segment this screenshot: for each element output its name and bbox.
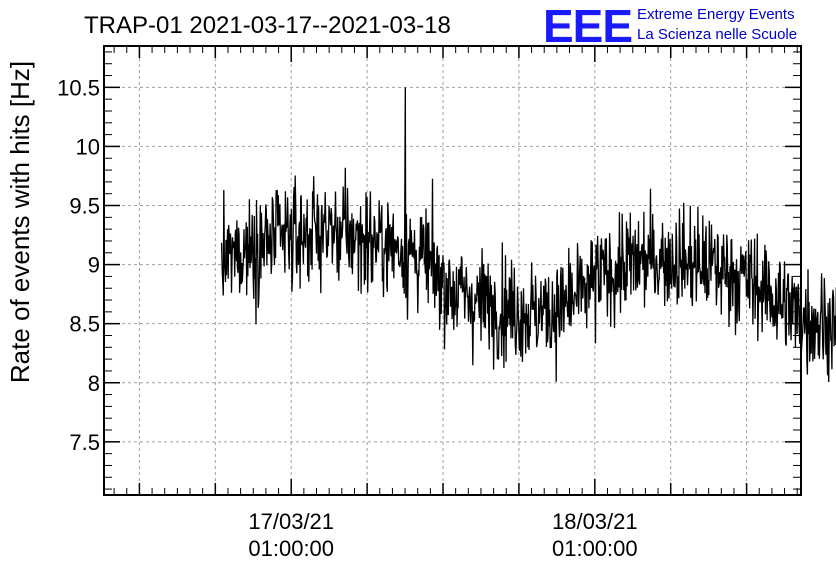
y-tick-label: 8 <box>88 371 100 396</box>
series-rate-line <box>220 87 836 383</box>
x-tick-label-time: 01:00:00 <box>248 536 334 561</box>
y-tick-label: 10 <box>76 134 100 159</box>
x-tick-label-date: 18/03/21 <box>552 509 638 534</box>
logo-letters: EEE <box>543 0 632 52</box>
y-tick-label: 8.5 <box>69 312 100 337</box>
chart-title: TRAP-01 2021-03-17--2021-03-18 <box>84 12 451 39</box>
y-tick-label: 9.5 <box>69 194 100 219</box>
y-tick-label: 10.5 <box>57 75 100 100</box>
y-tick-labels: 7.5 8 8.5 9 9.5 10 10.5 <box>57 75 100 454</box>
logo-line-1: Extreme Energy Events <box>637 6 795 23</box>
y-axis-label: Rate of events with hits [Hz] <box>5 61 35 383</box>
x-tick-label-date: 17/03/21 <box>248 509 334 534</box>
eee-logo: EEE Extreme Energy Events La Scienza nel… <box>543 0 797 52</box>
x-tick-label-time: 01:00:00 <box>552 536 638 561</box>
axis-ticks <box>104 46 801 495</box>
plot-frame <box>103 45 802 496</box>
logo-line-2: La Scienza nelle Scuole <box>637 26 797 43</box>
y-tick-label: 7.5 <box>69 430 100 455</box>
series-group <box>220 87 836 383</box>
y-tick-label: 9 <box>88 253 100 278</box>
